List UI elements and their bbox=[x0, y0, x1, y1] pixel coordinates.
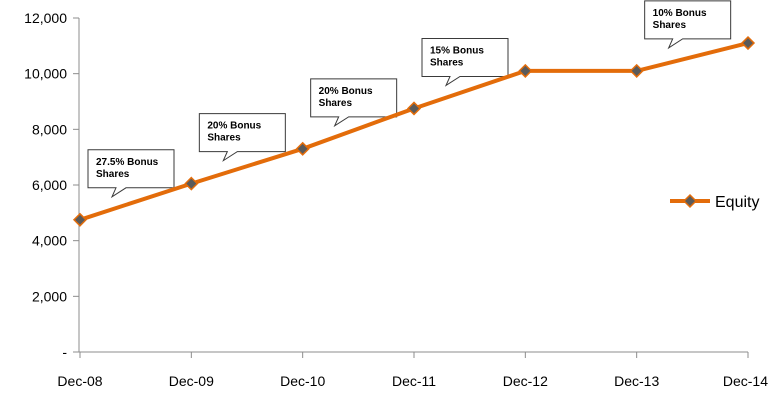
x-tick-label: Dec-09 bbox=[169, 373, 214, 389]
x-tick-label: Dec-14 bbox=[723, 373, 768, 389]
series bbox=[72, 35, 756, 227]
callout-text-line: Shares bbox=[430, 57, 464, 68]
callout-text-line: Shares bbox=[319, 98, 353, 109]
axes: - 2,000 4,000 6,000 8,000 10,000 12,000 Dec-08 D… bbox=[24, 10, 768, 389]
callout-text-line: 20% Bonus bbox=[207, 121, 261, 132]
x-tick-label: Dec-10 bbox=[280, 373, 325, 389]
x-tick-label: Dec-08 bbox=[57, 373, 102, 389]
legend-swatch-marker bbox=[682, 193, 698, 209]
callout-text-line: 20% Bonus bbox=[319, 86, 373, 97]
callout-bubble bbox=[87, 149, 175, 199]
data-point-marker bbox=[740, 35, 756, 51]
y-tick-label: 8,000 bbox=[32, 121, 67, 137]
callout-text-line: 15% Bonus bbox=[430, 45, 484, 56]
y-tick-label: 2,000 bbox=[32, 288, 67, 304]
callout-text-line: Shares bbox=[653, 20, 687, 31]
callout-bubble bbox=[644, 0, 732, 50]
legend-label: Equity bbox=[715, 194, 759, 211]
x-tick-label: Dec-13 bbox=[614, 373, 659, 389]
series-line-equity bbox=[78, 41, 750, 222]
y-tick-label: 6,000 bbox=[32, 177, 67, 193]
y-tick-label: - bbox=[62, 344, 67, 360]
callout-text-line: Shares bbox=[207, 133, 241, 144]
callout-text-line: 10% Bonus bbox=[653, 8, 707, 19]
x-tick-label: Dec-12 bbox=[503, 373, 548, 389]
y-tick-label: 4,000 bbox=[32, 233, 67, 249]
callout-bubble bbox=[198, 113, 286, 162]
data-point-marker bbox=[295, 141, 310, 156]
data-point-marker bbox=[629, 63, 644, 78]
data-point-marker bbox=[518, 63, 533, 78]
data-point-marker bbox=[184, 176, 199, 191]
callout-bubble bbox=[421, 37, 509, 87]
data-point-marker bbox=[72, 212, 88, 227]
x-tick-label: Dec-11 bbox=[392, 373, 436, 389]
callout-bubble bbox=[310, 78, 398, 128]
callout-text-line: 27.5% Bonus bbox=[96, 157, 159, 168]
legend: Equity bbox=[670, 193, 759, 211]
callout-text-line: Shares bbox=[96, 169, 130, 180]
y-tick-label: 10,000 bbox=[24, 66, 67, 82]
y-tick-label: 12,000 bbox=[24, 10, 67, 26]
data-point-marker bbox=[406, 101, 422, 116]
